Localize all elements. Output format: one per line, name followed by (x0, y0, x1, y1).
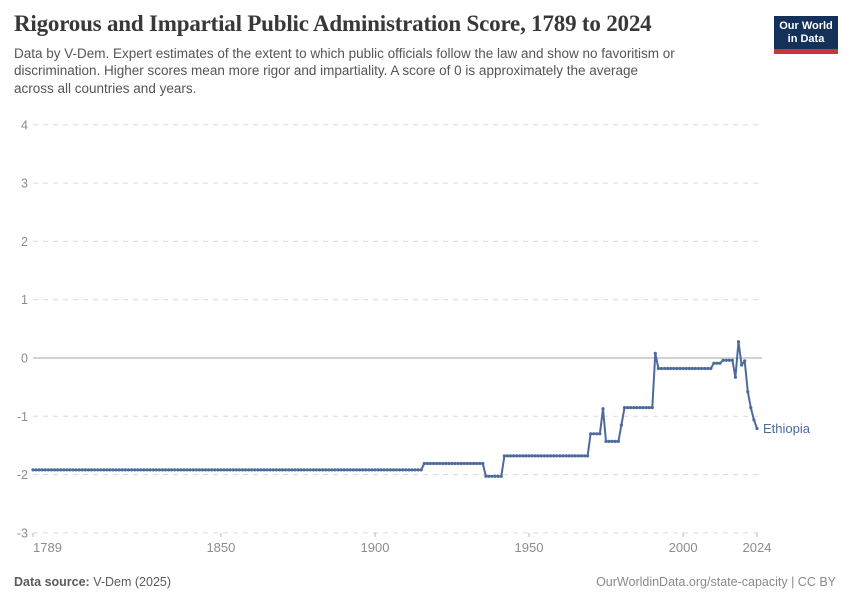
data-source-value: V-Dem (2025) (89, 575, 172, 589)
y-axis-label: 1 (21, 293, 28, 307)
y-axis-label: 4 (21, 118, 28, 132)
chart-header: Rigorous and Impartial Public Administra… (14, 10, 770, 97)
y-axis-label: 2 (21, 235, 28, 249)
x-axis-label: 2024 (743, 540, 772, 555)
series-line-ethiopia (32, 340, 758, 478)
owid-logo: Our World in Data (774, 16, 838, 54)
owid-url-license-link[interactable]: OurWorldinData.org/state-capacity | CC B… (596, 575, 836, 589)
page-title: Rigorous and Impartial Public Administra… (14, 11, 652, 36)
logo-text-line2: in Data (787, 33, 825, 45)
y-axis-label: -2 (17, 468, 28, 482)
data-source-label: Data source: (14, 575, 90, 589)
chart-subtitle: Data by V-Dem. Expert estimates of the e… (14, 45, 770, 98)
x-axis-label: 1789 (33, 540, 62, 555)
y-axis-label: 3 (21, 177, 28, 191)
subtitle-line-2: discrimination. Higher scores mean more … (14, 63, 639, 79)
subtitle-line-3: across all countries and years. (14, 80, 197, 96)
y-axis-label: 0 (21, 352, 28, 366)
subtitle-line-1: Data by V-Dem. Expert estimates of the e… (14, 45, 675, 61)
x-axis-label: 1850 (206, 540, 235, 555)
series-end-label: Ethiopia (763, 421, 811, 436)
series-markers (31, 340, 759, 478)
chart-footer: Data source: V-Dem (2025) OurWorldinData… (14, 575, 836, 589)
logo-text-line1: Our World (779, 20, 833, 32)
x-axis-label: 1900 (361, 540, 390, 555)
x-axis-label: 2000 (669, 540, 698, 555)
x-axis-label: 1950 (515, 540, 544, 555)
y-axis-label: -1 (17, 410, 28, 424)
data-source: Data source: V-Dem (2025) (14, 575, 171, 589)
y-axis-label: -3 (17, 526, 28, 540)
